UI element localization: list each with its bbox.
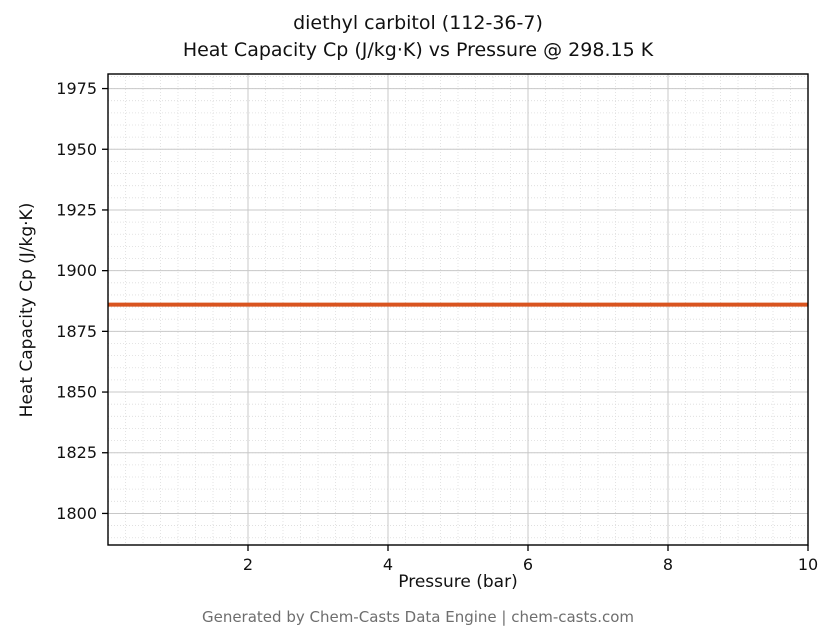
footer-attribution: Generated by Chem-Casts Data Engine | ch… bbox=[201, 608, 635, 626]
x-tick-label: 4 bbox=[383, 555, 393, 574]
y-tick-label: 1800 bbox=[56, 504, 97, 523]
x-tick-label: 2 bbox=[243, 555, 253, 574]
chart-title-line1: diethyl carbitol (112-36-7) bbox=[293, 12, 543, 34]
y-tick-label: 1925 bbox=[56, 200, 97, 219]
axes-border bbox=[107, 73, 809, 546]
y-tick-label: 1950 bbox=[56, 140, 97, 159]
y-tick-label: 1875 bbox=[56, 322, 97, 341]
chart-title: diethyl carbitol (112-36-7) Heat Capacit… bbox=[0, 10, 836, 64]
y-tick-label: 1850 bbox=[56, 383, 97, 402]
chart-title-line2: Heat Capacity Cp (J/kg·K) vs Pressure @ … bbox=[182, 39, 654, 61]
x-axis-label: Pressure (bar) bbox=[398, 572, 518, 592]
x-tick-label: 6 bbox=[523, 555, 533, 574]
x-tick-label: 10 bbox=[798, 555, 818, 574]
y-axis-label: Heat Capacity Cp (J/kg·K) bbox=[17, 202, 37, 418]
y-tick-label: 1975 bbox=[56, 79, 97, 98]
x-tick-label: 8 bbox=[663, 555, 673, 574]
y-tick-label: 1900 bbox=[56, 261, 97, 280]
y-tick-label: 1825 bbox=[56, 443, 97, 462]
